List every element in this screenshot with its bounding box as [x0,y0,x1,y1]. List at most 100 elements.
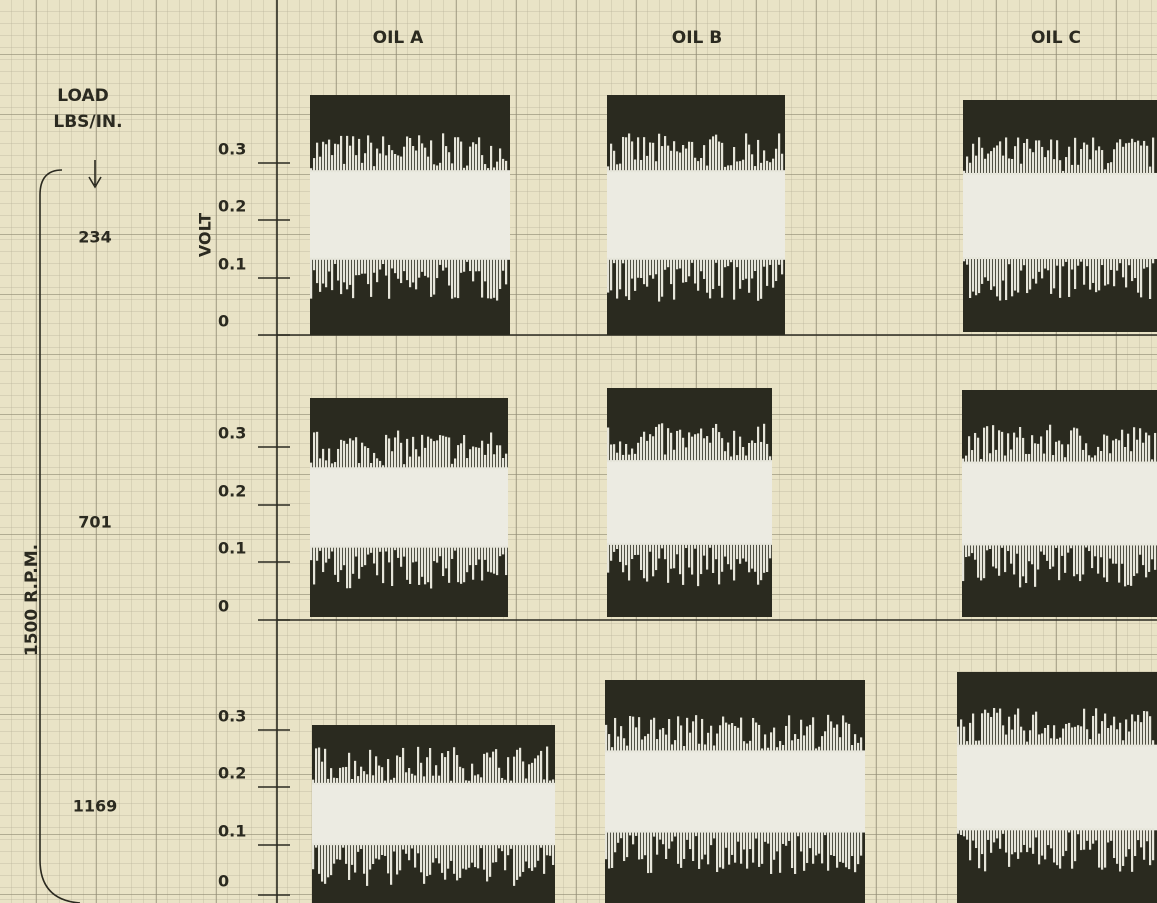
signal-spike [459,767,461,785]
signal-spike [661,423,663,462]
signal-spike [821,831,823,864]
signal-spike [1077,257,1079,266]
signal-spike [977,438,979,464]
signal-spike [421,435,423,469]
signal-spike [969,257,971,298]
signal-spike [836,831,838,868]
signal-spike [1049,543,1051,569]
signal-spike [328,140,330,173]
oscillogram [963,100,1157,332]
signal-spike [361,443,363,470]
signal-spike [688,258,690,276]
signal-spike [1071,165,1073,175]
signal-spike [727,543,729,564]
signal-spike [426,843,428,876]
signal-spike [692,831,694,861]
signal-spike [761,748,763,752]
signal-spike [715,135,717,173]
signal-spike [321,762,323,785]
signal-spike [685,149,687,173]
signal-spike [818,831,820,854]
signal-spike [742,160,744,173]
signal-spike [334,546,336,575]
signal-spike [537,755,539,784]
signal-spike [435,765,437,785]
signal-spike [1095,150,1097,175]
signal-spike [1095,828,1097,840]
signal-spike [382,465,384,469]
signal-spike [1101,828,1103,869]
signal-spike [969,163,971,175]
signal-spike [656,739,658,752]
signal-spike [1074,727,1076,747]
signal-spike [376,458,378,469]
signal-spike [1001,432,1003,464]
signal-spike [391,451,393,469]
signal-spike [1136,543,1138,573]
signal-spike [405,843,407,854]
signal-spike [748,543,750,572]
signal-spike [1008,828,1010,867]
signal-spike [1044,828,1046,859]
signal-spike [442,436,444,470]
signal-spike [1109,543,1111,558]
signal-spike [1085,443,1087,463]
signal-spike [1041,733,1043,746]
signal-spike [385,435,387,469]
signal-spike [378,843,380,859]
signal-spike [710,831,712,846]
signal-spike [1020,257,1022,271]
signal-spike [424,546,426,585]
signal-spike [502,546,504,555]
signal-spike [472,446,474,469]
signal-spike [1127,543,1129,584]
signal-spike [716,831,718,872]
signal-spike [688,142,690,173]
signal-spike [478,258,480,271]
signal-spike [981,257,983,284]
signal-spike [372,843,374,864]
signal-spike [736,455,738,462]
signal-spike [460,443,462,469]
signal-spike [1070,430,1072,463]
signal-spike [493,167,495,172]
signal-spike [1017,138,1019,175]
signal-spike [333,778,335,785]
signal-spike [381,843,383,855]
signal-spike [797,739,799,752]
signal-spike [1040,543,1042,551]
signal-spike [670,433,672,462]
signal-spike [646,543,648,582]
signal-spike [1022,543,1024,576]
signal-spike [540,843,542,848]
signal-spike [516,843,518,880]
signal-spike [1028,543,1030,561]
signal-spike [439,435,441,469]
signal-spike [552,779,554,784]
signal-spike [734,831,736,863]
signal-spike [733,147,735,172]
signal-spike [505,454,507,470]
signal-spike [629,716,631,752]
signal-spike [1104,257,1106,286]
signal-spike [676,151,678,172]
signal-spike [751,258,753,279]
signal-spike [355,258,357,275]
signal-spike [619,164,621,173]
signal-spike [1146,146,1148,175]
signal-spike [424,148,426,173]
load-value: 701 [78,513,111,532]
signal-spike [400,546,402,567]
signal-spike [637,258,639,278]
signal-spike [1098,734,1100,747]
signal-spike [972,714,974,747]
signal-spike [1068,147,1070,175]
signal-spike [1116,828,1118,864]
signal-spike [1002,828,1004,833]
signal-spike [487,258,489,299]
signal-spike [525,778,527,784]
signal-spike [769,258,771,265]
signal-spike [1050,140,1052,175]
signal-spike [1061,543,1063,555]
signal-spike [472,258,474,282]
